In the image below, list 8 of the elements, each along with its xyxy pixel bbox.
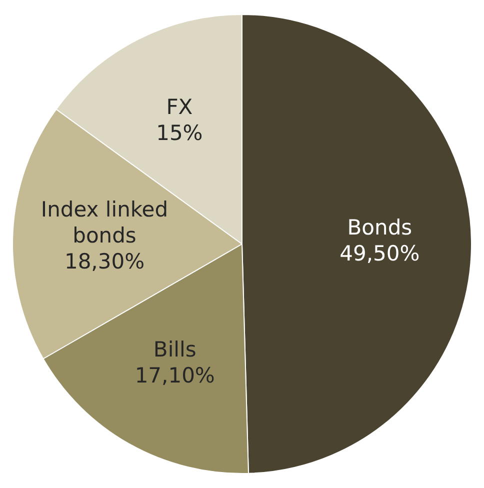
- slice-label: Bonds: [347, 216, 412, 240]
- slice-label: Bills: [153, 338, 196, 362]
- slice-label: FX: [166, 94, 193, 119]
- data-label: 15%: [156, 120, 203, 145]
- data-label: 17,10%: [134, 364, 215, 388]
- data-label: 18,30%: [64, 249, 145, 274]
- slice-label: Index linked bonds: [40, 197, 168, 248]
- data-label: 49,50%: [340, 242, 420, 266]
